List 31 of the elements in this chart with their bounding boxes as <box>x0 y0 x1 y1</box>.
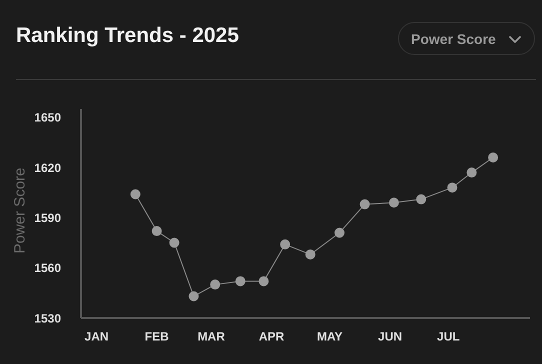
y-tick-label: 1620 <box>34 160 62 175</box>
point <box>466 168 477 178</box>
point <box>488 152 498 162</box>
x-tick-label: JUN <box>378 330 402 344</box>
text: Power Score <box>411 30 496 46</box>
point <box>169 238 180 248</box>
x-tick-label: MAY <box>317 330 343 344</box>
x-tick-label: APR <box>258 330 284 344</box>
x-tick-label: JAN <box>84 330 109 344</box>
point <box>235 276 246 286</box>
point <box>416 194 426 204</box>
point <box>152 226 162 236</box>
y-tick-label: 1530 <box>34 311 62 326</box>
point <box>305 249 316 260</box>
x-tick-label: FEB <box>144 330 170 344</box>
point <box>210 280 220 290</box>
point <box>447 182 458 193</box>
y-tick-label: 1590 <box>34 210 62 225</box>
y-tick-label: 1650 <box>34 110 62 125</box>
point <box>188 291 199 302</box>
point <box>334 228 345 238</box>
chart-title: Ranking Trends - 2025 <box>16 24 239 48</box>
y-axis-title: Power Score <box>11 168 28 254</box>
point <box>258 276 269 286</box>
x-tick-label: JUL <box>437 330 460 344</box>
point <box>280 239 290 250</box>
point <box>360 199 370 210</box>
y-tick-label: 1560 <box>34 261 62 276</box>
point <box>388 198 399 208</box>
x-tick-label: MAR <box>198 330 226 344</box>
point <box>130 189 140 200</box>
